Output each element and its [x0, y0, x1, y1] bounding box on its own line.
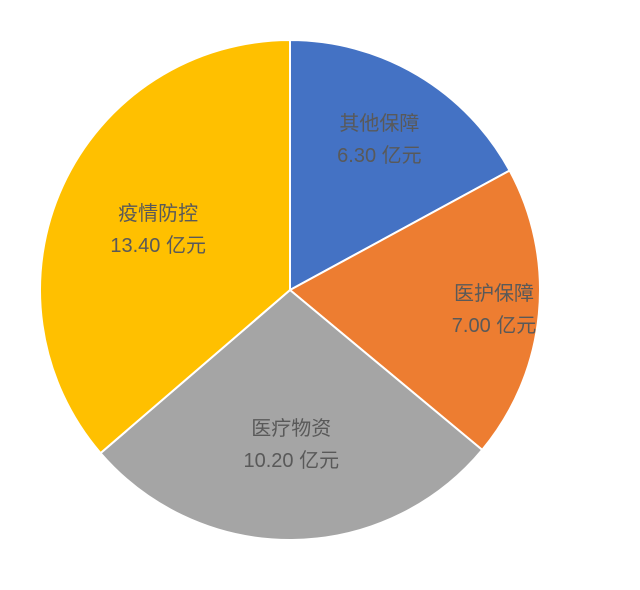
pie-chart: 其他保障6.30 亿元医护保障7.00 亿元医疗物资10.20 亿元疫情防控13… — [0, 0, 640, 590]
pie-svg — [0, 0, 640, 590]
